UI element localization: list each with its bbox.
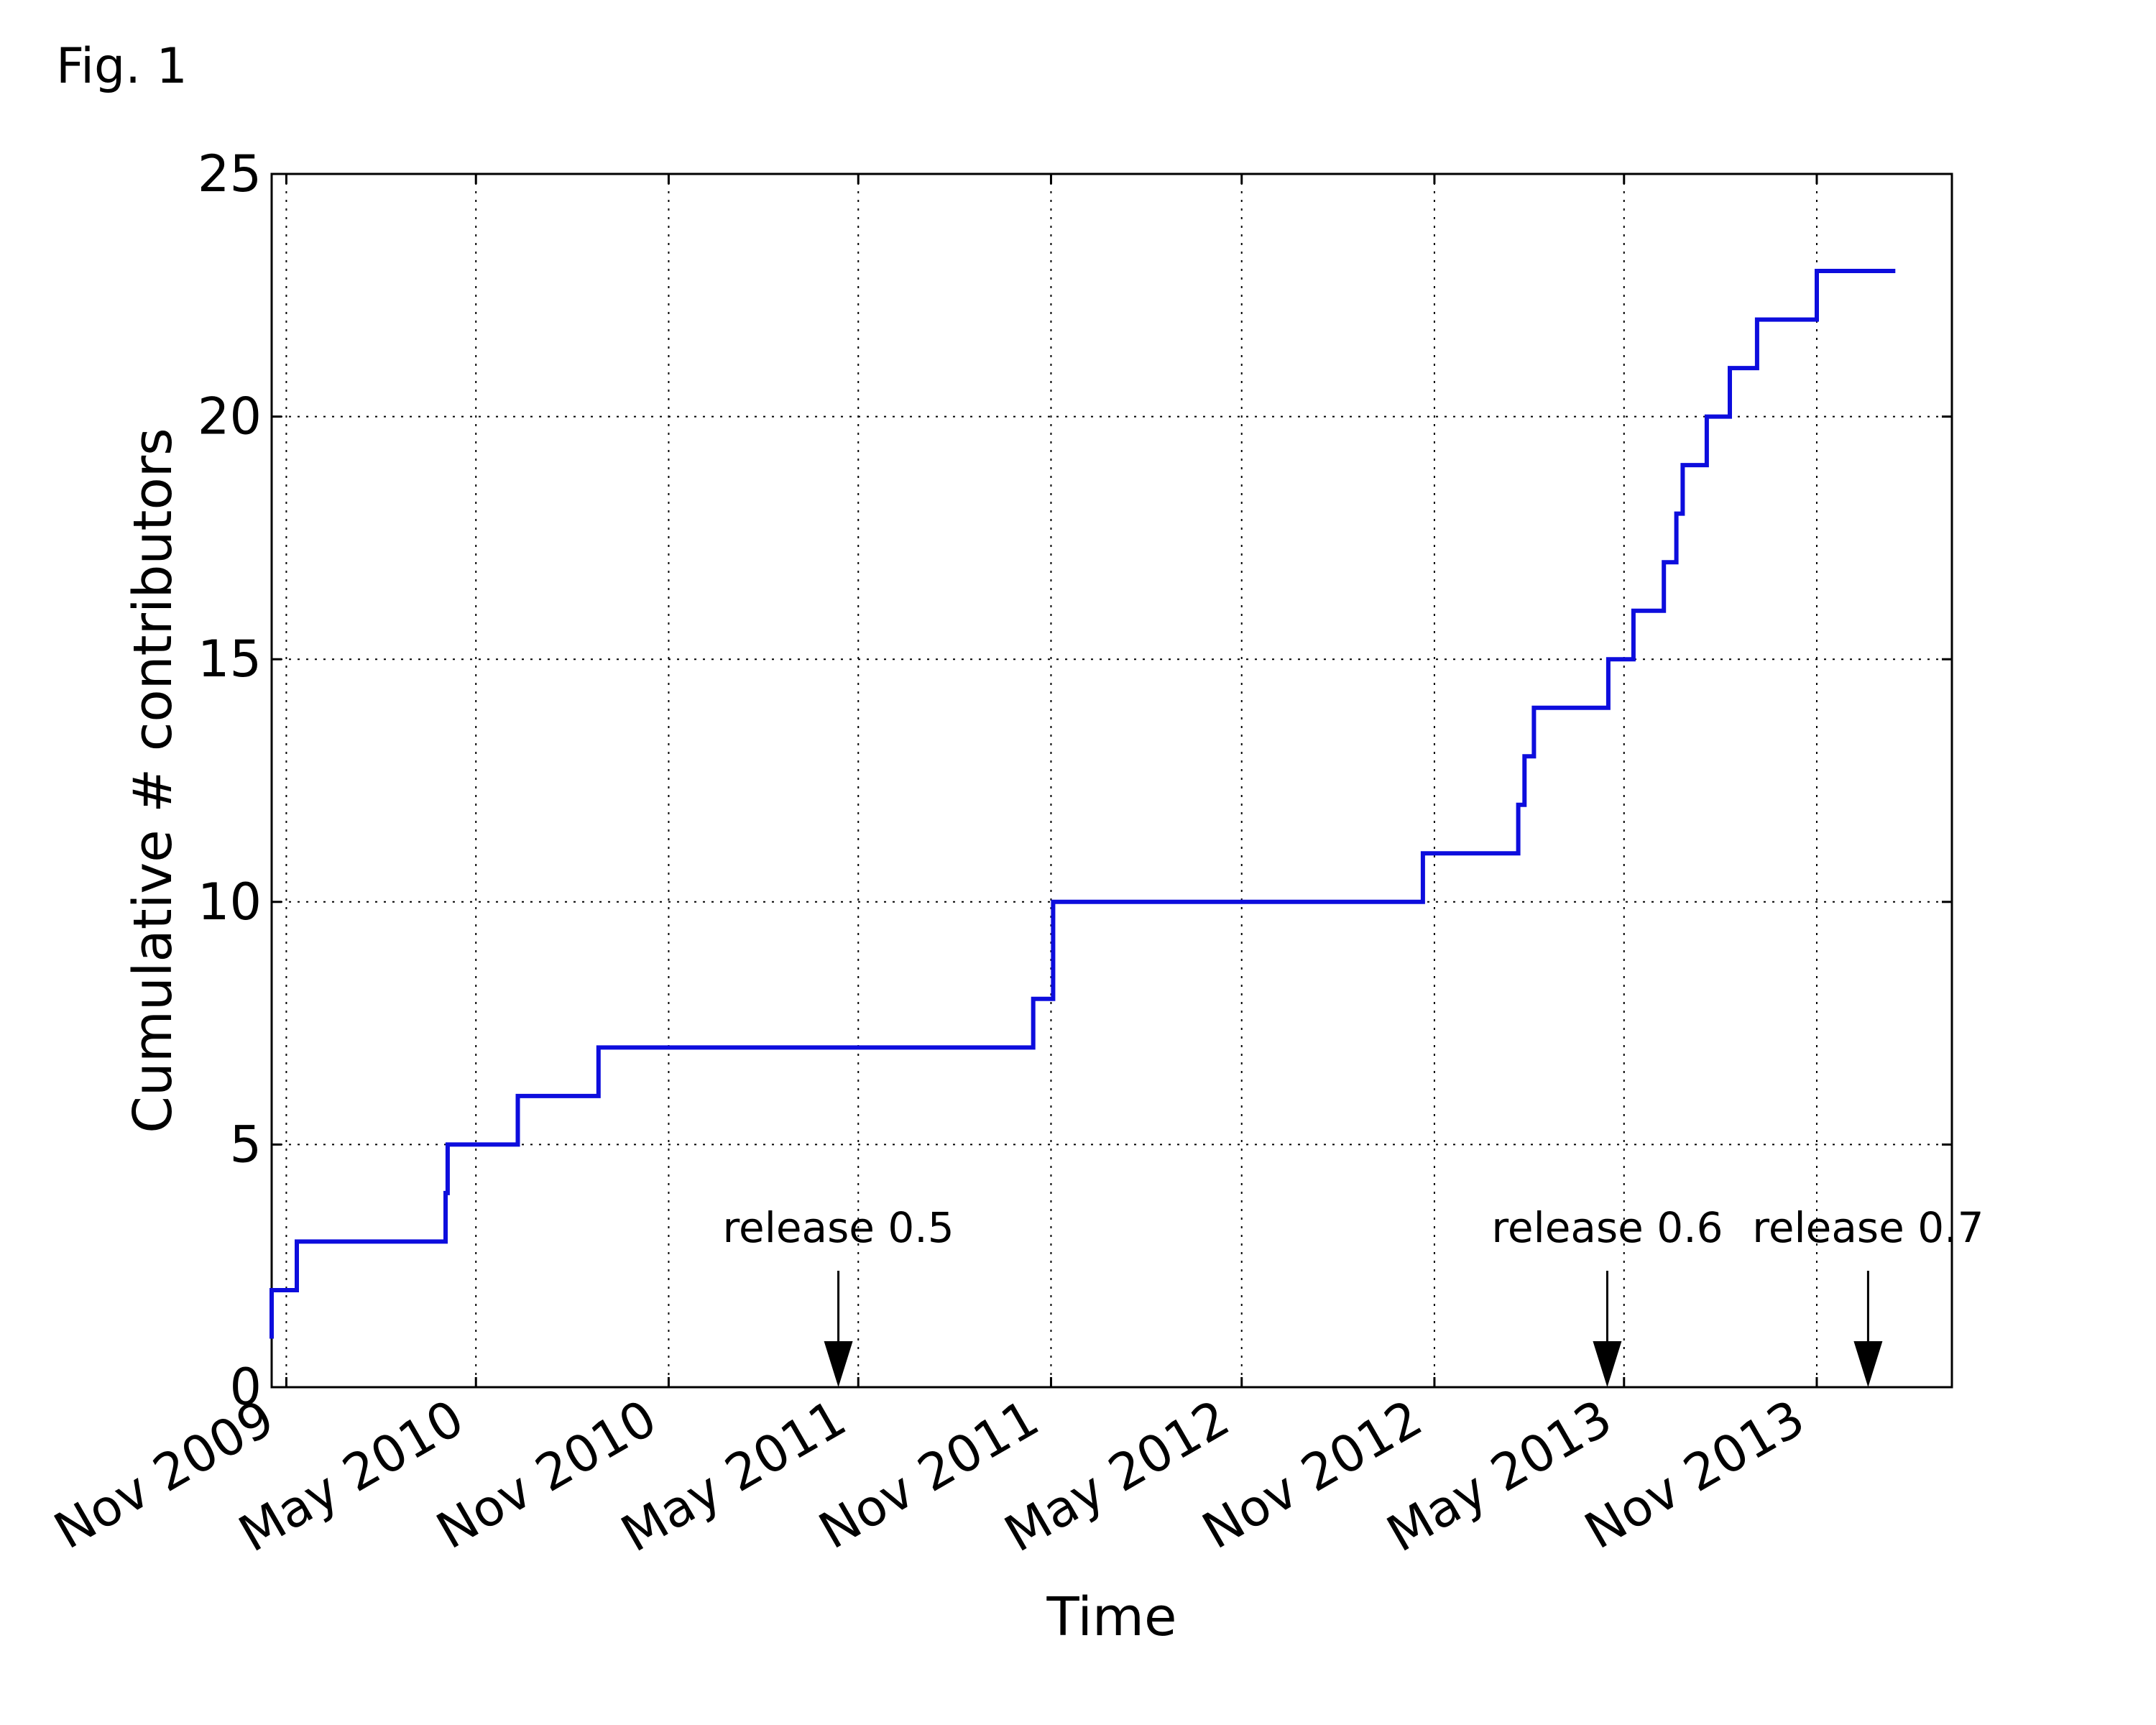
figure-label: Fig. 1: [56, 38, 188, 95]
y-axis-label: Cumulative # contributors: [122, 428, 184, 1133]
release-arrow-head: [1853, 1341, 1883, 1387]
y-tick-label: 25: [198, 144, 262, 203]
series-line: [270, 269, 1896, 1339]
y-tick-label: 15: [198, 630, 262, 689]
grid: [272, 174, 1952, 1387]
release-arrow-head: [824, 1341, 853, 1387]
x-tick-label: Nov 2013: [1575, 1389, 1815, 1561]
annotations: release 0.5 release 0.6 release 0.7: [722, 1203, 1984, 1387]
x-axis-label: Time: [1046, 1586, 1176, 1648]
plot-frame: [270, 172, 1953, 1389]
y-tick-label: 10: [198, 873, 262, 932]
series-layer: [270, 269, 1896, 1339]
y-tick-label: 5: [229, 1115, 262, 1174]
y-tick-label: 20: [198, 387, 262, 446]
release-arrow-head: [1593, 1341, 1622, 1387]
release-annotation-label: release 0.5: [722, 1203, 954, 1252]
release-annotation-label: release 0.7: [1752, 1203, 1984, 1252]
release-annotation-label: release 0.6: [1491, 1203, 1723, 1252]
y-tick-label: 0: [229, 1358, 262, 1417]
